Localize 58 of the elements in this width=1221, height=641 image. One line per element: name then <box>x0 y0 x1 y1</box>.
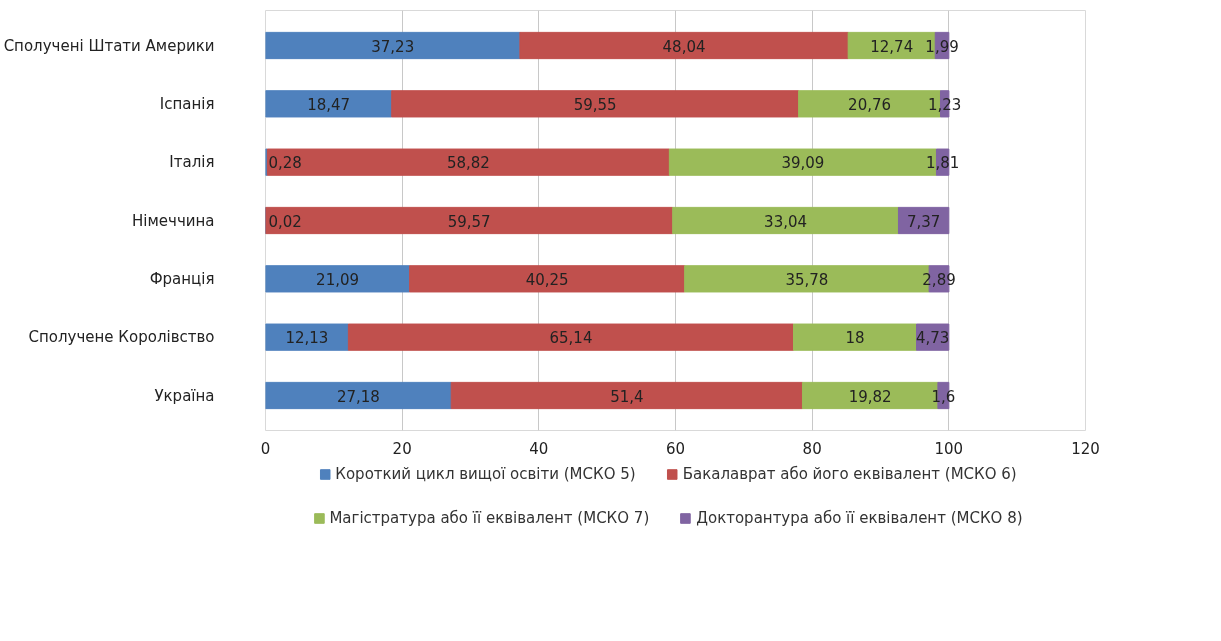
bar <box>793 323 918 351</box>
data-label: 20,76 <box>848 95 892 114</box>
data-label: 51,4 <box>610 387 644 406</box>
data-label: 39,09 <box>781 154 825 173</box>
data-label: 1,99 <box>925 37 959 56</box>
y-tick-label: Сполучене Королівство <box>28 328 215 347</box>
data-label: 1,81 <box>925 154 960 173</box>
y-tick-label: Італія <box>169 153 215 172</box>
data-label: 65,14 <box>549 329 593 348</box>
bar <box>672 206 899 235</box>
bar <box>265 381 452 410</box>
legend-label: Короткий цикл вищої освіти (МСКО 5) <box>335 465 636 483</box>
x-tick-label: 100 <box>934 439 964 458</box>
bar <box>450 381 803 410</box>
bar <box>347 323 795 351</box>
bar <box>265 206 674 235</box>
y-tick-label: Іспанія <box>159 94 215 113</box>
y-tick-label: Франція <box>149 269 215 288</box>
legend-label: Докторантура або її еквівалент (МСКО 8) <box>696 509 1023 527</box>
x-tick-label: 40 <box>529 439 549 458</box>
legend-label: Бакалаврат або його еквівалент (МСКО 6) <box>682 465 1017 483</box>
data-label: 35,78 <box>785 270 829 289</box>
x-tick-label: 20 <box>392 439 412 458</box>
data-label: 0,02 <box>268 212 302 231</box>
bar <box>265 31 521 60</box>
data-label: 4,73 <box>915 329 950 348</box>
bar <box>391 90 800 118</box>
data-label: 18,47 <box>307 95 351 114</box>
data-label: 58,82 <box>446 154 490 173</box>
x-tick-label: 0 <box>260 439 271 458</box>
data-label: 33,04 <box>764 212 808 231</box>
data-label: 0,28 <box>268 154 302 173</box>
data-label: 48,04 <box>662 37 706 56</box>
data-label: 12,13 <box>285 329 329 348</box>
data-label: 40,25 <box>525 270 569 289</box>
bar <box>265 90 393 118</box>
x-tick-label: 60 <box>665 439 686 458</box>
legend-label: Магістратура або її еквівалент (МСКО 7) <box>329 509 650 527</box>
bar <box>519 31 849 60</box>
y-tick-label: Сполучені Штати Америки <box>3 36 215 55</box>
data-label: 7,37 <box>906 212 941 231</box>
y-tick-label: Україна <box>154 386 215 405</box>
data-label: 18 <box>845 329 865 348</box>
bar <box>409 265 686 293</box>
data-label: 59,55 <box>573 95 617 114</box>
bar <box>265 323 349 351</box>
y-tick-label: Німеччина <box>132 211 215 230</box>
data-label: 21,09 <box>316 270 360 289</box>
x-tick-label: 120 <box>1071 439 1100 458</box>
data-label: 37,23 <box>371 37 415 56</box>
data-label: 19,82 <box>848 387 892 406</box>
bar <box>266 148 670 176</box>
data-label: 27,18 <box>336 387 380 406</box>
data-label: 59,57 <box>447 212 491 231</box>
bar <box>265 265 411 293</box>
data-label: 12,74 <box>870 37 914 56</box>
data-label: 1,23 <box>928 95 962 114</box>
x-tick-label: 80 <box>802 439 822 458</box>
